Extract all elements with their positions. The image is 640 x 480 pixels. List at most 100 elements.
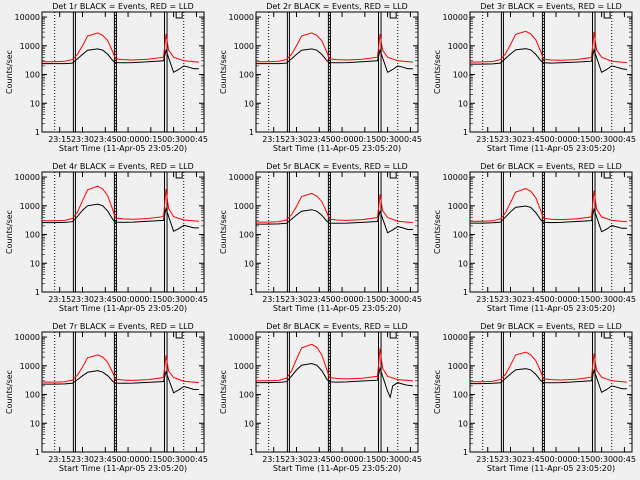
- y-axis-label: Counts/sec: [5, 210, 14, 254]
- top-bracket-marker: [389, 12, 397, 19]
- x-tick-label: 23:30: [499, 295, 522, 304]
- y-axis-label: Counts/sec: [219, 370, 228, 414]
- events-series-line: [42, 203, 199, 233]
- x-tick-label: 23:45: [308, 135, 331, 144]
- y-tick-label: 100: [25, 71, 40, 80]
- x-tick-label: 00:15: [567, 295, 590, 304]
- top-bracket-marker: [175, 12, 183, 19]
- x-tick-label: 00:45: [613, 295, 636, 304]
- x-tick-label: 23:45: [308, 295, 331, 304]
- x-tick-label: 00:30: [376, 295, 399, 304]
- x-tick-label: 00:45: [399, 455, 422, 464]
- x-axis-label: Start Time (11-Apr-05 23:05:20): [273, 304, 401, 313]
- y-tick-label: 1: [35, 128, 40, 137]
- events-series-line: [42, 48, 199, 74]
- x-tick-label: 00:00: [331, 135, 354, 144]
- y-tick-label: 1000: [234, 362, 254, 371]
- panel-title: Det 2r BLACK = Events, RED = LLD: [266, 2, 408, 11]
- x-tick-label: 23:30: [71, 455, 94, 464]
- x-axis-label: Start Time (11-Apr-05 23:05:20): [273, 144, 401, 153]
- y-tick-label: 1: [249, 128, 254, 137]
- x-tick-label: 00:30: [590, 295, 613, 304]
- x-tick-label: 00:15: [139, 455, 162, 464]
- top-bracket-marker: [175, 332, 183, 339]
- lld-series-line: [42, 354, 199, 384]
- x-tick-label: 23:15: [262, 135, 285, 144]
- y-tick-label: 100: [25, 231, 40, 240]
- x-tick-label: 23:30: [499, 455, 522, 464]
- x-tick-label: 00:30: [590, 455, 613, 464]
- x-tick-label: 23:15: [262, 295, 285, 304]
- y-tick-label: 10: [458, 419, 468, 428]
- x-tick-label: 00:30: [376, 455, 399, 464]
- top-bracket-marker: [603, 172, 611, 179]
- events-series-line: [470, 368, 627, 394]
- x-tick-label: 00:45: [185, 135, 208, 144]
- x-tick-label: 00:00: [545, 135, 568, 144]
- panel-title: Det 1r BLACK = Events, RED = LLD: [52, 2, 194, 11]
- x-tick-label: 00:45: [613, 135, 636, 144]
- y-tick-label: 1: [463, 288, 468, 297]
- lld-series-line: [470, 351, 627, 383]
- y-tick-label: 10: [244, 259, 254, 268]
- x-tick-label: 23:45: [94, 295, 117, 304]
- x-tick-label: 00:30: [162, 135, 185, 144]
- x-tick-label: 23:45: [522, 135, 545, 144]
- x-tick-label: 00:00: [117, 295, 140, 304]
- x-tick-label: 00:30: [162, 455, 185, 464]
- y-tick-label: 1: [35, 288, 40, 297]
- x-tick-label: 23:30: [285, 455, 308, 464]
- plot-frame: [255, 171, 419, 293]
- y-tick-label: 1: [463, 448, 468, 457]
- y-tick-label: 1000: [20, 362, 40, 371]
- y-tick-label: 100: [453, 231, 468, 240]
- y-axis-label: Counts/sec: [433, 50, 442, 94]
- y-tick-label: 1000: [448, 362, 468, 371]
- detector-panel-3: Det 3r BLACK = Events, RED = LLD 1 10 100 10…: [433, 2, 636, 153]
- y-tick-label: 10: [458, 259, 468, 268]
- plot-frame: [255, 331, 419, 453]
- events-series-line: [42, 370, 199, 394]
- x-tick-label: 00:00: [331, 455, 354, 464]
- plot-frame: [41, 331, 205, 453]
- detector-panel-8: Det 8r BLACK = Events, RED = LLD 1 10 100 10…: [219, 322, 422, 473]
- x-tick-label: 23:30: [285, 295, 308, 304]
- lld-series-line: [256, 32, 413, 63]
- y-tick-label: 1000: [448, 202, 468, 211]
- top-bracket-marker: [603, 332, 611, 339]
- panel-title: Det 7r BLACK = Events, RED = LLD: [52, 322, 194, 331]
- plot-frame: [469, 171, 633, 293]
- y-axis-label: Counts/sec: [219, 50, 228, 94]
- y-tick-label: 10: [30, 419, 40, 428]
- plot-frame: [255, 11, 419, 133]
- panel-title: Det 8r BLACK = Events, RED = LLD: [266, 322, 408, 331]
- x-tick-label: 00:30: [376, 135, 399, 144]
- x-tick-label: 23:15: [48, 135, 71, 144]
- lld-series-line: [256, 343, 413, 382]
- lld-series-line: [42, 32, 199, 63]
- panel-title: Det 5r BLACK = Events, RED = LLD: [266, 162, 408, 171]
- y-tick-label: 1000: [234, 42, 254, 51]
- y-tick-label: 10: [458, 99, 468, 108]
- x-tick-label: 23:15: [262, 455, 285, 464]
- y-tick-label: 10000: [15, 333, 40, 342]
- x-axis-label: Start Time (11-Apr-05 23:05:20): [273, 464, 401, 473]
- y-tick-label: 10000: [443, 13, 468, 22]
- x-axis-label: Start Time (11-Apr-05 23:05:20): [487, 464, 615, 473]
- y-tick-label: 10: [244, 99, 254, 108]
- x-tick-label: 23:30: [71, 295, 94, 304]
- x-axis-label: Start Time (11-Apr-05 23:05:20): [59, 304, 187, 313]
- x-tick-label: 23:30: [285, 135, 308, 144]
- panel-title: Det 3r BLACK = Events, RED = LLD: [480, 2, 622, 11]
- panel-title: Det 4r BLACK = Events, RED = LLD: [52, 162, 194, 171]
- x-tick-label: 23:15: [476, 135, 499, 144]
- x-axis-label: Start Time (11-Apr-05 23:05:20): [59, 144, 187, 153]
- y-axis-label: Counts/sec: [219, 210, 228, 254]
- y-tick-label: 10000: [229, 13, 254, 22]
- y-tick-label: 1: [249, 288, 254, 297]
- top-bracket-marker: [603, 12, 611, 19]
- y-tick-label: 10: [30, 99, 40, 108]
- y-tick-label: 100: [453, 71, 468, 80]
- x-tick-label: 00:15: [139, 295, 162, 304]
- events-series-line: [256, 362, 413, 399]
